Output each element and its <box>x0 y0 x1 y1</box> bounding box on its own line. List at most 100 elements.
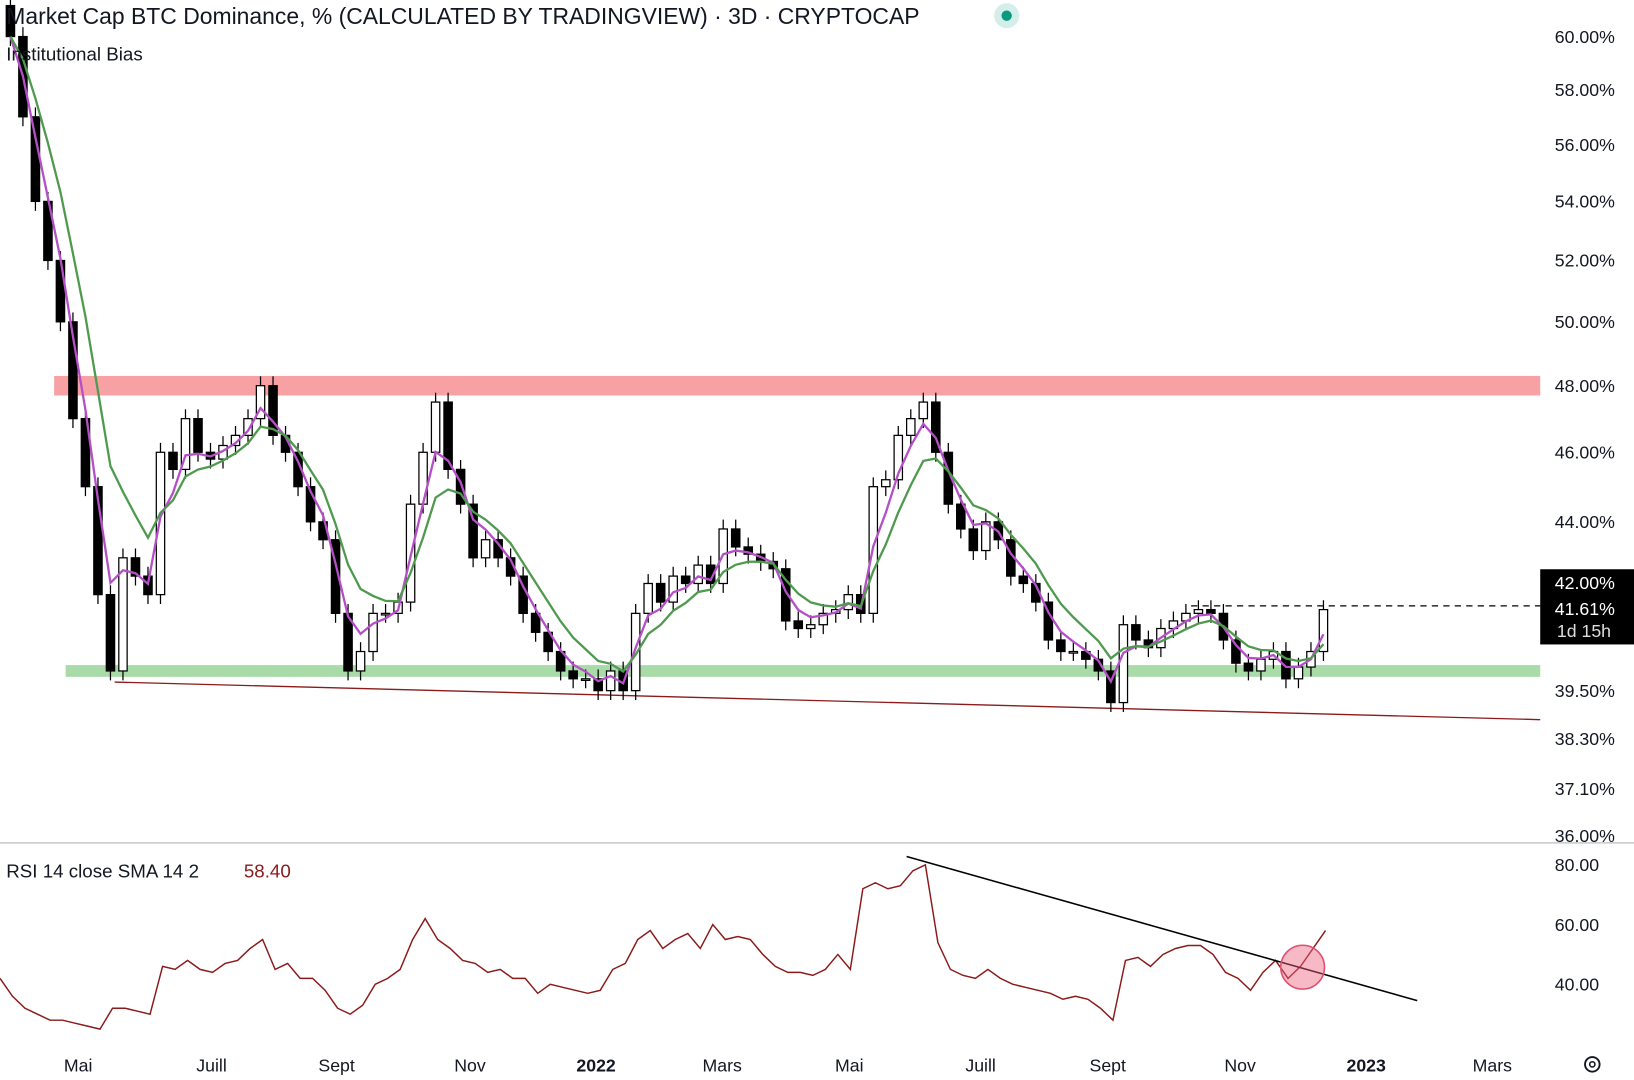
candle <box>1293 657 1304 689</box>
candle <box>1281 642 1291 689</box>
candle <box>105 585 116 681</box>
candle-body <box>780 568 791 622</box>
last-price-label: 41.61% <box>1555 599 1615 619</box>
candle-body <box>605 670 616 692</box>
candle <box>1193 600 1204 623</box>
price-label-box: 42.00% 41.61% 1d 15h <box>1540 569 1634 645</box>
candle <box>905 409 916 445</box>
candle-body <box>118 557 128 672</box>
candle-body <box>30 116 41 203</box>
ema-fast-line <box>9 36 1325 686</box>
rsi-tick-label: 80.00 <box>1555 855 1599 875</box>
rsi-trendline <box>906 855 1418 1002</box>
y-tick-label: 48.00% <box>1555 376 1615 396</box>
candle <box>443 392 453 479</box>
candle <box>793 611 804 638</box>
x-tick-label: Mars <box>703 1056 742 1076</box>
candle-body <box>743 546 754 555</box>
candle <box>1106 661 1116 712</box>
candle-body <box>981 521 991 552</box>
x-tick-label: Juill <box>965 1056 995 1076</box>
candle <box>130 548 141 586</box>
candle-body <box>1243 662 1254 672</box>
candle <box>1206 600 1216 623</box>
candle <box>355 642 366 681</box>
candle <box>1318 600 1329 661</box>
y-tick-label: 52.00% <box>1555 251 1615 271</box>
candle <box>480 530 491 568</box>
candle-body <box>180 418 191 471</box>
x-tick-label: Sept <box>1090 1056 1126 1076</box>
candle <box>455 460 466 514</box>
candle <box>1043 592 1054 650</box>
settings-gear-icon[interactable] <box>1584 1056 1601 1073</box>
resistance-zone <box>54 375 1541 396</box>
candle-body <box>805 624 816 630</box>
candle-body <box>630 612 641 692</box>
y-tick-label: 37.10% <box>1555 779 1615 799</box>
candle <box>368 604 378 661</box>
candle <box>1018 566 1029 593</box>
candle <box>1118 615 1129 712</box>
candle-body <box>68 321 78 420</box>
y-tick-label: 58.00% <box>1555 80 1615 100</box>
candle-body <box>1256 658 1266 672</box>
candle <box>593 669 603 701</box>
candle-body <box>80 418 91 488</box>
y-tick-label: 54.00% <box>1555 192 1615 212</box>
level-label: 42.00% <box>1555 573 1615 593</box>
candle <box>893 426 904 490</box>
candle-body <box>443 401 453 471</box>
candle-body <box>793 620 804 630</box>
candle <box>981 512 991 560</box>
candle <box>655 574 666 612</box>
candles <box>5 0 1329 712</box>
support-trendline <box>114 681 1541 721</box>
candle-body <box>268 385 278 436</box>
candle-body <box>956 503 966 530</box>
y-tick-label: 46.00% <box>1555 443 1615 463</box>
candle <box>155 442 166 605</box>
candle-body <box>355 650 366 672</box>
candle-body <box>430 401 441 453</box>
candle-body <box>880 479 891 488</box>
candle-body <box>1043 601 1054 641</box>
candle <box>243 409 253 445</box>
candle-body <box>1318 608 1329 653</box>
x-tick-label: 2023 <box>1346 1056 1386 1076</box>
candle-body <box>168 451 178 471</box>
candle <box>80 409 91 497</box>
candle <box>780 559 791 631</box>
candle <box>268 376 278 445</box>
rsi-value: 58.40 <box>244 860 291 881</box>
candle-body <box>1231 639 1241 664</box>
indicator-label[interactable]: Institutional Bias <box>6 44 142 65</box>
candle-body <box>243 418 253 436</box>
candle <box>180 409 191 479</box>
candle <box>1181 604 1191 631</box>
support-zone <box>65 665 1541 677</box>
candle-body <box>480 539 491 559</box>
candle-body <box>418 451 428 505</box>
countdown-label: 1d 15h <box>1557 621 1611 641</box>
candle-body <box>1118 624 1129 704</box>
candle-body <box>730 528 741 548</box>
candle-body <box>580 678 591 682</box>
candle-body <box>655 582 666 603</box>
candle <box>1081 642 1091 669</box>
rsi-label[interactable]: RSI 14 close SMA 14 2 <box>6 860 199 881</box>
x-tick-label: Mai <box>64 1056 93 1076</box>
chart-title: Market Cap BTC Dominance, % (CALCULATED … <box>6 3 919 29</box>
candle <box>668 566 678 612</box>
rsi-tick-label: 60.00 <box>1555 915 1599 935</box>
candle <box>931 392 941 462</box>
candle <box>880 470 891 497</box>
candle <box>605 661 616 701</box>
candle <box>1131 615 1141 650</box>
candle-body <box>705 564 716 585</box>
candle-body <box>93 486 103 596</box>
candle-body <box>818 612 829 626</box>
candle <box>1068 642 1079 661</box>
candle-body <box>593 678 603 692</box>
